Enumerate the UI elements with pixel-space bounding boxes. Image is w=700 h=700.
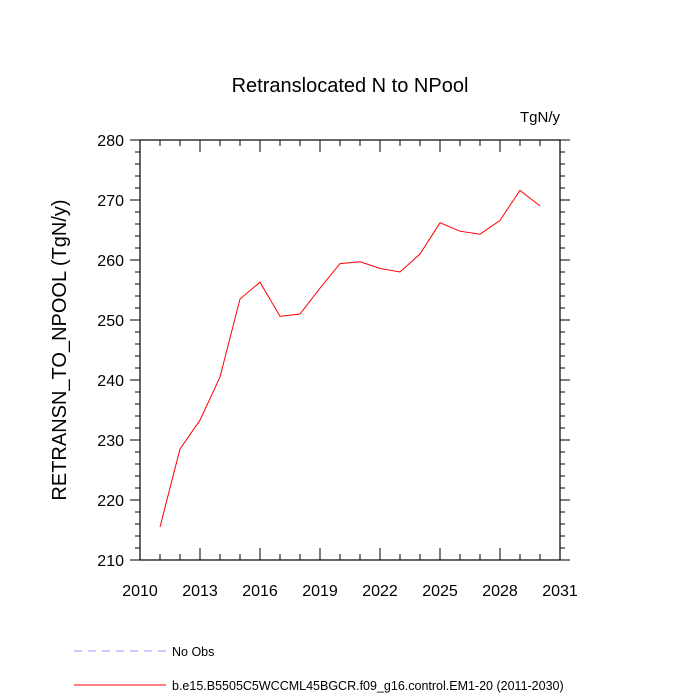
x-tick-label: 2022 [362,583,398,600]
units-label: TgN/y [520,109,561,126]
x-tick-label: 2013 [182,583,218,600]
legend-label-0: b.e15.B5505C5WCCML45BGCR.f09_g16.control… [172,679,564,693]
axis-ticks [130,139,570,561]
y-tick-label: 270 [97,193,124,210]
chart-title: Retranslocated N to NPool [232,75,469,97]
x-tick-label: 2019 [302,583,338,600]
axis-tick-labels: 2010 2013 2016 2019 2022 2025 2028 2031 210 220 23… [97,133,578,600]
plot-frame [139,139,561,561]
y-tick-label: 240 [97,373,124,390]
y-tick-label: 210 [97,553,124,570]
y-tick-label: 220 [97,493,124,510]
y-tick-label: 280 [97,133,124,150]
y-tick-label: 250 [97,313,124,330]
y-tick-label: 230 [97,433,124,450]
x-tick-label: 2016 [242,583,278,600]
y-axis-label: RETRANSN_TO_NPOOL (TgN/y) [49,199,71,500]
legend: No Obs b.e15.B5505C5WCCML45BGCR.f09_g16.c… [74,645,564,693]
series-lines [159,189,541,528]
y-tick-label: 260 [97,253,124,270]
x-tick-label: 2028 [482,583,518,600]
x-tick-label: 2025 [422,583,458,600]
x-tick-label: 2031 [542,583,578,600]
x-tick-label: 2010 [122,583,158,600]
legend-label-1: No Obs [172,645,214,659]
series-line-0 [159,189,541,528]
